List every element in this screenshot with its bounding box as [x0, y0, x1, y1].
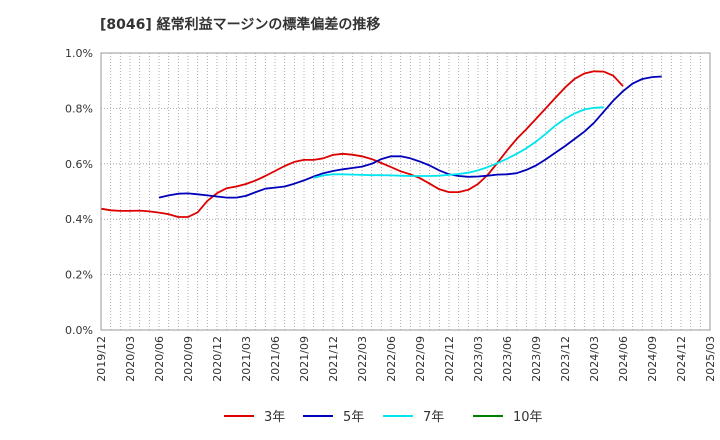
- legend: 3年 5年 7年 10年: [224, 410, 543, 425]
- x-tick-label: 2022/09: [414, 336, 427, 382]
- y-tick-label: 1.0%: [65, 47, 93, 60]
- x-tick-label: 2022/03: [356, 336, 369, 382]
- x-tick-label: 2020/06: [153, 336, 166, 382]
- series-line: [158, 75, 662, 199]
- y-tick-label: 0.4%: [65, 213, 93, 226]
- x-tick-label: 2021/12: [327, 336, 340, 382]
- x-tick-label: 2020/09: [182, 336, 195, 382]
- x-tick-label: 2019/12: [95, 336, 108, 382]
- x-tick-label: 2022/06: [385, 336, 398, 382]
- x-tick-label: 2021/09: [298, 336, 311, 382]
- x-tick-label: 2021/03: [240, 336, 253, 382]
- y-tick-label: 0.0%: [65, 324, 93, 337]
- x-tick-label: 2022/12: [443, 336, 456, 382]
- x-tick-label: 2021/06: [269, 336, 282, 382]
- x-tick-label: 2020/12: [211, 336, 224, 382]
- y-tick-label: 0.6%: [65, 158, 93, 171]
- y-tick-label: 0.2%: [65, 269, 93, 282]
- x-tick-label: 2023/12: [559, 336, 572, 382]
- x-tick-label: 2023/06: [501, 336, 514, 382]
- series-line: [100, 70, 624, 218]
- x-tick-label: 2024/12: [675, 336, 688, 382]
- series-line: [313, 106, 604, 179]
- x-tick-label: 2023/03: [472, 336, 485, 382]
- legend-label: 7年: [423, 410, 444, 425]
- x-tick-label: 2023/09: [530, 336, 543, 382]
- legend-label: 3年: [264, 410, 285, 425]
- x-tick-label: 2024/09: [646, 336, 659, 382]
- x-tick-label: 2024/06: [617, 336, 630, 382]
- x-tick-label: 2025/03: [704, 336, 717, 382]
- legend-label: 10年: [513, 410, 543, 425]
- y-tick-label: 0.8%: [65, 102, 93, 115]
- x-tick-label: 2024/03: [588, 336, 601, 382]
- plot-frame: [100, 52, 711, 331]
- x-tick-label: 2020/03: [124, 336, 137, 382]
- axes: 0.0% 0.2% 0.4% 0.6% 0.8% 1.0% 2019/12 2020/03 20…: [65, 47, 717, 382]
- chart-title: [8046] 経常利益マージンの標準偏差の推移: [100, 17, 381, 33]
- series-lines: [100, 70, 662, 218]
- legend-label: 5年: [343, 410, 364, 425]
